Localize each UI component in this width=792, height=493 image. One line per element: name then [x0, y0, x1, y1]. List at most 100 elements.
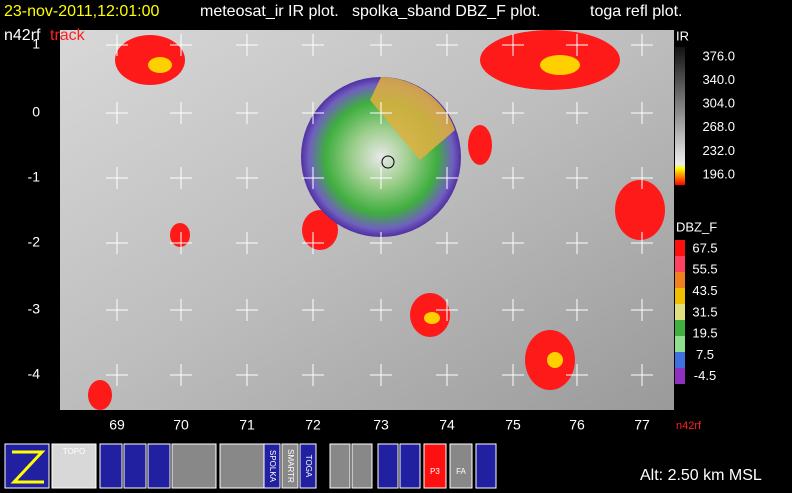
toolbar-button[interactable]: [281, 443, 299, 489]
grid-cross: [302, 102, 324, 124]
dbz-color: [675, 304, 685, 320]
grid-cross: [170, 364, 192, 386]
ir-scale-label: 268.0: [702, 119, 735, 134]
toolbar-button[interactable]: [299, 443, 317, 489]
toolbar-button[interactable]: [99, 443, 123, 489]
dbz-scale-label: -4.5: [694, 368, 716, 383]
ir-scale-label: 304.0: [702, 96, 735, 111]
grid-cross: [370, 34, 392, 56]
grid-cross: [236, 167, 258, 189]
grid-cross: [631, 102, 653, 124]
dbz-color: [675, 272, 685, 288]
grid-cross: [502, 34, 524, 56]
toolbar-button[interactable]: [263, 443, 281, 489]
grid-cross: [436, 364, 458, 386]
toolbar-button[interactable]: [351, 443, 373, 489]
toolbar-button[interactable]: [423, 443, 447, 489]
toolbar-button[interactable]: [449, 443, 473, 489]
toolbar-button[interactable]: [147, 443, 171, 489]
grid-cross: [170, 167, 192, 189]
x-axis-label: 72: [305, 417, 321, 433]
grid-cross: [370, 167, 392, 189]
grid-cross: [302, 167, 324, 189]
grid-cross: [106, 299, 128, 321]
dbz-color: [675, 288, 685, 304]
ir-title: IR: [676, 28, 689, 43]
dbz-scale-label: 55.5: [692, 262, 717, 277]
x-axis-label: 75: [505, 417, 521, 433]
x-axis-label: 77: [634, 417, 650, 433]
grid-cross: [106, 232, 128, 254]
toolbar-button[interactable]: [329, 443, 351, 489]
toolbar-button[interactable]: [475, 443, 497, 489]
grid-cross: [106, 167, 128, 189]
toolbar-button[interactable]: [171, 443, 217, 489]
dbz-color: [675, 240, 685, 256]
corner-label: n42rf: [676, 420, 702, 432]
grid-cross: [502, 102, 524, 124]
convection-core: [148, 55, 580, 368]
dbz-scale-label: 7.5: [696, 347, 714, 362]
grid-cross: [631, 299, 653, 321]
grid-cross: [170, 102, 192, 124]
grid-cross: [302, 232, 324, 254]
grid-cross: [436, 299, 458, 321]
toolbar-button-label: FA: [456, 467, 466, 476]
grid-cross: [106, 34, 128, 56]
grid-cross: [631, 232, 653, 254]
y-axis-label: 1: [32, 36, 40, 52]
grid-cross: [302, 364, 324, 386]
grid-cross: [631, 364, 653, 386]
header-plot: spolka_sband DBZ_F plot.: [352, 3, 541, 20]
grid-cross: [236, 102, 258, 124]
grid-cross: [436, 34, 458, 56]
toolbar-button[interactable]: [51, 443, 97, 489]
track-label: track: [50, 27, 86, 44]
grid-cross: [436, 167, 458, 189]
toolbar-button-label: P3: [430, 467, 440, 476]
toolbar-button-label: TOPO: [63, 447, 86, 456]
grid-cross: [302, 34, 324, 56]
header-time: 23-nov-2011,12:01:00: [4, 3, 159, 20]
x-axis-label: 71: [239, 417, 255, 433]
grid-cross: [236, 364, 258, 386]
dbz-color: [675, 336, 685, 352]
y-axis-label: -2: [28, 234, 41, 250]
grid-cross: [370, 232, 392, 254]
toolbar-button-label: SMARTR: [286, 449, 295, 483]
grid-cross: [566, 364, 588, 386]
header-plot: meteosat_ir IR plot.: [200, 3, 339, 20]
grid-cross: [236, 232, 258, 254]
grid-cross: [566, 34, 588, 56]
grid-cross: [502, 232, 524, 254]
header-plot: toga refl plot.: [590, 3, 683, 20]
dbz-scale-label: 19.5: [692, 326, 717, 341]
ir-scale-label: 196.0: [702, 166, 735, 181]
x-axis-label: 69: [109, 417, 125, 433]
dbz-scale-label: 31.5: [692, 304, 717, 319]
x-axis-label: 70: [173, 417, 189, 433]
toolbar-button[interactable]: [219, 443, 265, 489]
toolbar-button[interactable]: [399, 443, 421, 489]
dbz-title: DBZ_F: [676, 219, 717, 234]
grid-cross: [502, 364, 524, 386]
y-axis-label: -3: [28, 301, 41, 317]
grid-cross: [236, 299, 258, 321]
grid-cross: [370, 102, 392, 124]
dbz-scale-label: 67.5: [692, 240, 717, 255]
grid-cross: [566, 299, 588, 321]
toolbar-icon: [10, 450, 46, 484]
grid-cross: [631, 167, 653, 189]
toolbar-button[interactable]: [123, 443, 147, 489]
grid-cross: [106, 102, 128, 124]
altitude-status: Alt: 2.50 km MSL: [640, 467, 762, 484]
grid-cross: [370, 364, 392, 386]
radar-echo: [370, 77, 455, 160]
toolbar: TOPO SPOLKA SMARTR TOGA P3 FA: [4, 443, 497, 489]
dbz-colorbar: [675, 240, 685, 384]
toolbar-button[interactable]: [377, 443, 399, 489]
dbz-scale-label: 43.5: [692, 283, 717, 298]
grid-crosses: [106, 34, 653, 386]
